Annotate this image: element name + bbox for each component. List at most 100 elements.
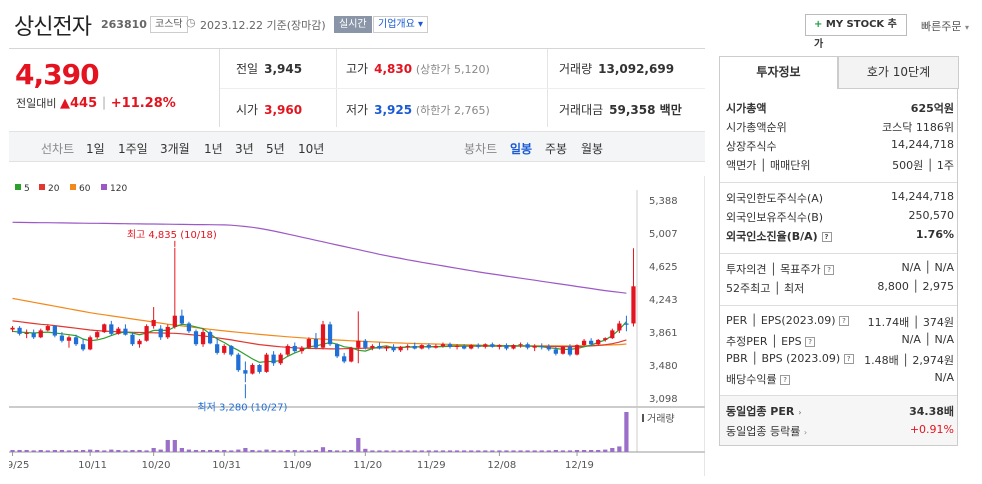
volume-bar bbox=[88, 449, 93, 452]
candle-body bbox=[469, 345, 474, 349]
candle-body bbox=[433, 345, 439, 348]
period-1d[interactable]: 1일 bbox=[86, 142, 105, 156]
volume-bar bbox=[193, 450, 199, 452]
volume-bar bbox=[327, 450, 333, 452]
volume-bar bbox=[356, 438, 361, 452]
tab-orderbook[interactable]: 호가 10단계 bbox=[838, 56, 959, 89]
mystock-add-button[interactable]: + MY STOCK 추가 bbox=[805, 14, 907, 50]
volume-bar bbox=[158, 449, 163, 452]
period-5y[interactable]: 5년 bbox=[266, 142, 285, 156]
candle-body bbox=[546, 346, 551, 350]
period-3m[interactable]: 3개월 bbox=[160, 142, 190, 156]
volume-bar bbox=[236, 449, 241, 452]
candle-daily[interactable]: 일봉 bbox=[510, 142, 533, 156]
legend-label: 60 bbox=[79, 184, 91, 194]
prev-close: 전일 3,945 bbox=[236, 62, 303, 76]
volume-bar bbox=[553, 450, 558, 452]
ma120-line bbox=[12, 221, 627, 294]
candle-body bbox=[59, 335, 65, 341]
x-tick-label: 12/19 bbox=[565, 460, 594, 471]
candle-body bbox=[172, 315, 177, 327]
volume-bar bbox=[476, 450, 481, 452]
volume-bar bbox=[31, 450, 36, 452]
candle-body bbox=[80, 344, 86, 350]
candle-body bbox=[313, 339, 319, 348]
candle-body bbox=[52, 326, 57, 336]
day-low: 저가 3,925 (하한가 2,765) bbox=[346, 103, 490, 117]
candle-body bbox=[567, 346, 573, 355]
volume-bar bbox=[447, 450, 453, 452]
candle-monthly[interactable]: 월봉 bbox=[581, 142, 604, 156]
info-icon[interactable]: ? bbox=[843, 354, 854, 364]
volume-bar bbox=[137, 450, 142, 452]
info-icon[interactable]: ? bbox=[824, 265, 835, 275]
volume-bar bbox=[116, 450, 121, 452]
info-icon[interactable]: ? bbox=[805, 337, 816, 347]
info-row: 시가총액 625억원 bbox=[726, 102, 954, 115]
period-1y[interactable]: 1년 bbox=[204, 142, 223, 156]
investment-info-panel: 투자정보 호가 10단계 시가총액 625억원 시가총액순위 코스닥 1186위 상… bbox=[719, 56, 959, 446]
change-value: 445 bbox=[69, 96, 98, 111]
chevron-down-icon: ▾ bbox=[964, 23, 969, 32]
tab-investment-info[interactable]: 투자정보 bbox=[719, 56, 838, 89]
candle-body bbox=[271, 354, 276, 364]
candle-body bbox=[504, 345, 509, 349]
volume-bar bbox=[38, 450, 43, 452]
info-icon[interactable]: ? bbox=[780, 375, 791, 385]
high-annotation: 최고 4,835 (10/18) bbox=[127, 229, 217, 241]
volume-bar bbox=[433, 450, 439, 452]
volume-bar bbox=[398, 450, 403, 452]
period-3y[interactable]: 3년 bbox=[235, 142, 254, 156]
x-tick-label: 10/31 bbox=[212, 460, 241, 471]
candle-body bbox=[384, 346, 389, 349]
current-price: 4,390 bbox=[15, 58, 100, 91]
period-1w[interactable]: 1주일 bbox=[118, 142, 148, 156]
candle-body bbox=[299, 347, 304, 352]
candle-body bbox=[45, 326, 50, 331]
candle-body bbox=[603, 338, 608, 340]
candle-body bbox=[95, 332, 100, 338]
info-row: PBR │ BPS (2023.09) ? 1.48배 │ 2,974원 bbox=[726, 352, 954, 367]
stock-code: 263810 bbox=[101, 18, 147, 31]
candle-body bbox=[151, 320, 156, 327]
candle-body bbox=[229, 345, 234, 355]
info-icon[interactable]: ? bbox=[838, 316, 849, 326]
candle-body bbox=[589, 340, 594, 345]
candle-body bbox=[631, 286, 636, 324]
candle-weekly[interactable]: 주봉 bbox=[545, 142, 568, 156]
period-bar: 선차트 1일 1주일 3개월 1년 3년 5년 10년 봉차트 일봉 주봉 월봉 bbox=[9, 131, 705, 162]
company-overview-button[interactable]: 기업개요 ▾ bbox=[373, 16, 428, 33]
candle-chart-label: 봉차트 bbox=[464, 142, 498, 156]
candle-body bbox=[236, 354, 241, 371]
volume-bar bbox=[215, 450, 220, 452]
company-name: 상신전자 bbox=[14, 15, 92, 40]
volume-bar bbox=[560, 450, 566, 452]
realtime-button[interactable]: 실시간 bbox=[334, 16, 372, 33]
volume-bar bbox=[179, 448, 184, 452]
volume-bar bbox=[469, 450, 474, 452]
x-tick-label: 10/20 bbox=[142, 460, 171, 471]
legend-label: 5 bbox=[24, 184, 30, 194]
line-chart-label: 선차트 bbox=[41, 142, 75, 156]
candle-body bbox=[130, 334, 135, 345]
candle-body bbox=[278, 354, 283, 364]
x-tick-label: 11/20 bbox=[353, 460, 382, 471]
volume-bar bbox=[130, 450, 135, 452]
candle-body bbox=[292, 345, 297, 352]
mystock-add-label: MY STOCK 추가 bbox=[814, 19, 897, 50]
candle-body bbox=[109, 324, 114, 334]
volume-bar bbox=[581, 450, 587, 452]
asof-date: 2023.12.22 기준(장마감) bbox=[200, 19, 326, 32]
low-annotation: 최저 3,280 (10/27) bbox=[197, 401, 287, 413]
candle-body bbox=[356, 340, 361, 348]
volume-label: 거래량 bbox=[647, 413, 675, 425]
volume-bar bbox=[342, 450, 347, 452]
change-pct: +11.28% bbox=[110, 96, 176, 111]
volume-legend-swatch bbox=[642, 414, 644, 422]
volume-bar bbox=[462, 450, 467, 452]
candle-body bbox=[476, 345, 481, 347]
volume-bar bbox=[292, 450, 297, 452]
info-icon[interactable]: ? bbox=[821, 232, 832, 242]
quick-order-button[interactable]: 빠른주문 ▾ bbox=[921, 20, 969, 33]
period-10y[interactable]: 10년 bbox=[298, 142, 325, 156]
